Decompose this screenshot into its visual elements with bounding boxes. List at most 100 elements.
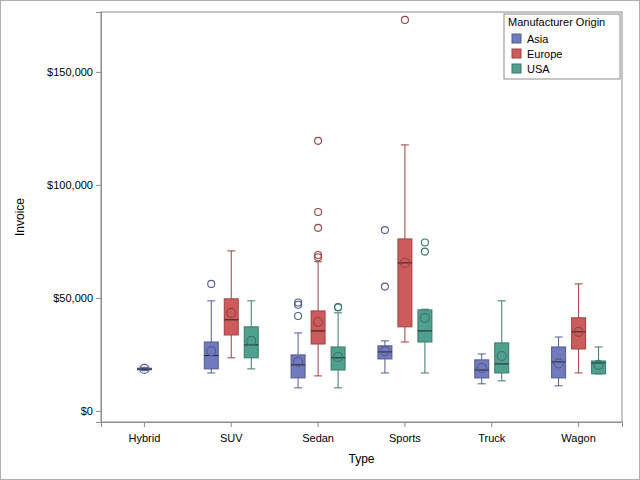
legend-label: Europe xyxy=(527,48,562,60)
whisker-lower xyxy=(404,327,405,342)
box-group xyxy=(137,364,151,373)
outlier xyxy=(401,16,408,23)
whisker-cap-max xyxy=(478,353,486,354)
mean-marker xyxy=(420,313,429,322)
mean-marker xyxy=(334,352,343,361)
whisker-cap-max xyxy=(575,283,583,284)
box-group xyxy=(552,337,566,386)
median xyxy=(418,330,432,331)
x-tick-mark xyxy=(578,422,579,427)
outlier xyxy=(208,280,215,287)
box-group xyxy=(311,137,325,376)
mean-marker xyxy=(380,347,389,356)
x-tick-label: Sports xyxy=(389,432,421,444)
median xyxy=(291,364,305,365)
mean-marker xyxy=(140,364,149,373)
mean-marker xyxy=(477,363,486,372)
legend-swatch xyxy=(512,49,521,58)
median xyxy=(311,330,325,331)
whisker-upper xyxy=(298,333,299,355)
whisker-lower xyxy=(481,378,482,384)
box-group xyxy=(204,280,218,373)
outlier xyxy=(295,312,302,319)
x-tick: Sports xyxy=(389,422,421,444)
x-tick-label: Sedan xyxy=(302,432,334,444)
mean-marker xyxy=(497,352,506,361)
legend: Manufacturer Origin Asia Europe USA xyxy=(504,14,620,79)
whisker-cap-max xyxy=(227,250,235,251)
whisker-lower xyxy=(318,344,319,376)
box-group xyxy=(244,301,258,369)
outlier xyxy=(315,137,322,144)
whisker-upper xyxy=(211,301,212,342)
legend-swatch xyxy=(512,64,521,73)
median xyxy=(495,363,509,364)
box-group xyxy=(495,301,509,381)
whisker-upper xyxy=(318,262,319,311)
box-group xyxy=(331,303,345,387)
x-tick: Hybrid xyxy=(129,422,161,444)
legend-swatch xyxy=(512,34,521,43)
box-group xyxy=(224,251,238,358)
x-tick-label: Wagon xyxy=(561,432,595,444)
legend-frame xyxy=(504,14,620,79)
whisker-cap-min xyxy=(247,368,255,369)
whisker-upper xyxy=(501,301,502,343)
whisker-cap-min xyxy=(421,372,429,373)
outlier xyxy=(335,303,342,310)
box xyxy=(475,360,489,378)
box-group xyxy=(592,347,606,374)
y-tick-mark xyxy=(96,298,101,299)
whisker-lower xyxy=(501,373,502,381)
whisker-cap-min xyxy=(207,372,215,373)
x-tick: SUV xyxy=(220,422,243,444)
whisker-upper xyxy=(404,145,405,239)
x-tick-mark xyxy=(144,422,145,427)
mean-marker xyxy=(247,336,256,345)
x-tick-label: Hybrid xyxy=(129,432,161,444)
whisker-lower xyxy=(424,342,425,373)
whisker-cap-min xyxy=(294,387,302,388)
x-axis-title: Type xyxy=(348,452,374,466)
whisker-cap-max xyxy=(334,312,342,313)
whisker-upper xyxy=(578,284,579,318)
box xyxy=(291,355,305,378)
outlier xyxy=(421,239,428,246)
x-tick-mark xyxy=(231,422,232,427)
whisker-cap-min xyxy=(478,383,486,384)
mean-marker xyxy=(554,359,563,368)
x-tick-mark xyxy=(491,422,492,427)
outlier xyxy=(315,224,322,231)
legend-label: USA xyxy=(527,63,550,75)
box xyxy=(495,343,509,373)
legend-title: Manufacturer Origin xyxy=(508,16,605,28)
x-tick-mark xyxy=(404,422,405,427)
x-tick: Sedan xyxy=(302,422,334,444)
y-tick-label: $0 xyxy=(81,405,93,417)
whisker-upper xyxy=(231,251,232,299)
x-tick: Wagon xyxy=(561,422,595,444)
box xyxy=(378,346,392,359)
whisker-lower xyxy=(338,370,339,388)
whisker-cap-min xyxy=(140,370,148,371)
box xyxy=(572,318,586,349)
box xyxy=(398,239,412,327)
whisker-upper xyxy=(338,313,339,347)
whisker-cap-max xyxy=(555,337,563,338)
y-tick-mark xyxy=(96,185,101,186)
x-axis: HybridSUVSedanSportsTruckWagon xyxy=(102,422,623,444)
box xyxy=(418,310,432,342)
plot-frame xyxy=(101,12,622,422)
whisker-cap-min xyxy=(334,387,342,388)
whisker-cap-min xyxy=(555,385,563,386)
whisker-cap-min xyxy=(227,357,235,358)
whisker-lower xyxy=(578,349,579,373)
box xyxy=(204,342,218,369)
mean-marker xyxy=(207,347,216,356)
y-tick-label: $150,000 xyxy=(47,66,93,78)
legend-label: Asia xyxy=(527,33,549,45)
box xyxy=(331,347,345,370)
box-group xyxy=(475,354,489,384)
whisker-lower xyxy=(384,359,385,373)
whisker-lower xyxy=(298,378,299,388)
